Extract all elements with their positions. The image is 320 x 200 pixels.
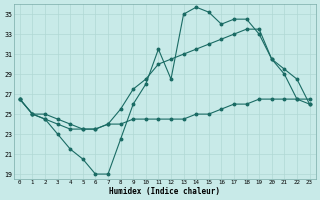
X-axis label: Humidex (Indice chaleur): Humidex (Indice chaleur) [109, 187, 220, 196]
